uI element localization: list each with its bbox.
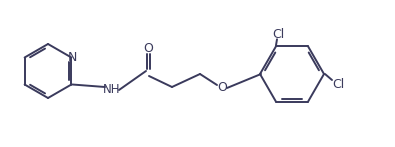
Text: Cl: Cl xyxy=(332,77,344,91)
Text: NH: NH xyxy=(103,82,121,96)
Text: N: N xyxy=(68,51,77,64)
Text: O: O xyxy=(217,81,227,93)
Text: O: O xyxy=(143,41,153,55)
Text: Cl: Cl xyxy=(272,28,284,41)
